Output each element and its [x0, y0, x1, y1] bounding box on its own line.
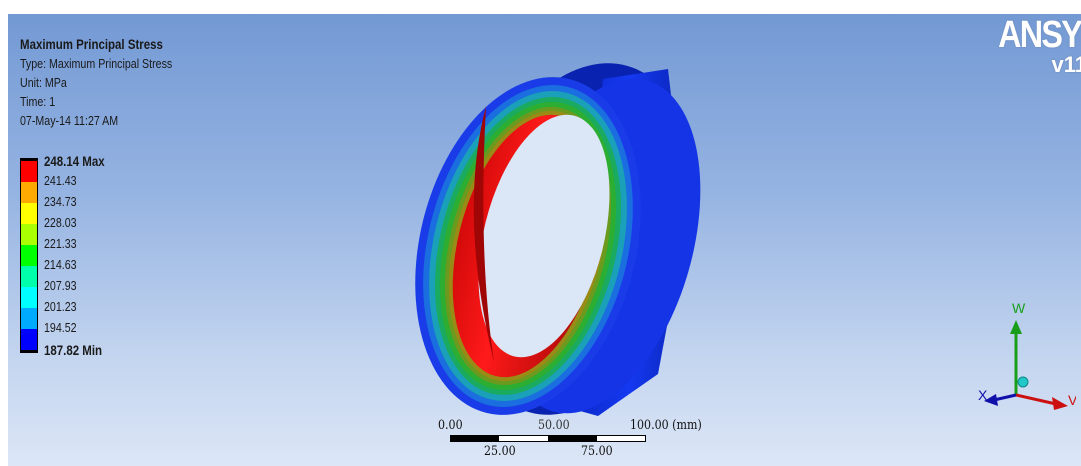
v-arrow-icon [1052, 397, 1068, 410]
x-axis [993, 393, 1017, 402]
ansys-logo: ANSYS v11 [981, 14, 1081, 84]
result-title: Maximum Principal Stress [20, 36, 163, 52]
legend-level-label: 194.52 [44, 320, 77, 335]
logo-version: v11 [1051, 52, 1081, 77]
legend-bottom-cap [20, 350, 38, 353]
w-axis-label: W [1012, 300, 1026, 316]
legend-level-label: 201.23 [44, 299, 77, 314]
triad-center-icon [1017, 376, 1029, 388]
scale-segment [499, 435, 548, 442]
scale-segment [597, 435, 646, 442]
legend-band-8 [20, 308, 38, 329]
logo-brand: ANSYS [998, 14, 1081, 56]
w-arrow-icon [1010, 320, 1022, 334]
result-time: Time: 1 [20, 94, 56, 109]
v-axis [1015, 393, 1057, 406]
result-info: Maximum Principal Stress Type: Maximum P… [20, 34, 206, 130]
legend-band-3 [20, 203, 38, 224]
v-axis-label: V [1068, 392, 1076, 408]
legend-level-label: 241.43 [44, 173, 77, 188]
legend-level-label: 221.33 [44, 236, 77, 251]
legend-band-7 [20, 287, 38, 308]
legend-band-6 [20, 266, 38, 287]
legend-min-label: 187.82 Min [44, 342, 103, 358]
legend-top-cap [20, 158, 38, 161]
legend-max-label: 248.14 Max [44, 153, 105, 169]
ring-inner-bore [452, 106, 610, 378]
scale-label: 50.00 [538, 418, 570, 433]
legend-level-label: 234.73 [44, 194, 77, 209]
scale-label: 100.00 (mm) [630, 418, 702, 433]
legend-band-1 [20, 161, 38, 182]
legend-level-label: 207.93 [44, 278, 77, 293]
legend-band-9 [20, 329, 38, 350]
scale-label: 75.00 [581, 444, 613, 459]
scale-segment [450, 435, 499, 442]
result-unit: Unit: MPa [20, 75, 67, 90]
legend-level-label: 228.03 [44, 215, 77, 230]
ring-model[interactable] [8, 14, 1081, 466]
result-date: 07-May-14 11:27 AM [20, 113, 119, 128]
scale-bar: 0.00 50.00 100.00 (mm) 25.00 75.00 [438, 418, 702, 462]
axis-triad[interactable]: W V X [976, 300, 1076, 420]
scale-segment [548, 435, 597, 442]
x-arrow-icon [984, 394, 998, 406]
legend-band-2 [20, 182, 38, 203]
graphics-viewport[interactable]: Maximum Principal Stress Type: Maximum P… [8, 14, 1081, 466]
scale-label: 25.00 [484, 444, 516, 459]
scale-label: 0.00 [438, 418, 463, 433]
legend-band-4 [20, 224, 38, 245]
legend-level-label: 214.63 [44, 257, 77, 272]
result-type: Type: Maximum Principal Stress [20, 56, 173, 71]
x-axis-label: X [978, 387, 988, 403]
legend-band-5 [20, 245, 38, 266]
